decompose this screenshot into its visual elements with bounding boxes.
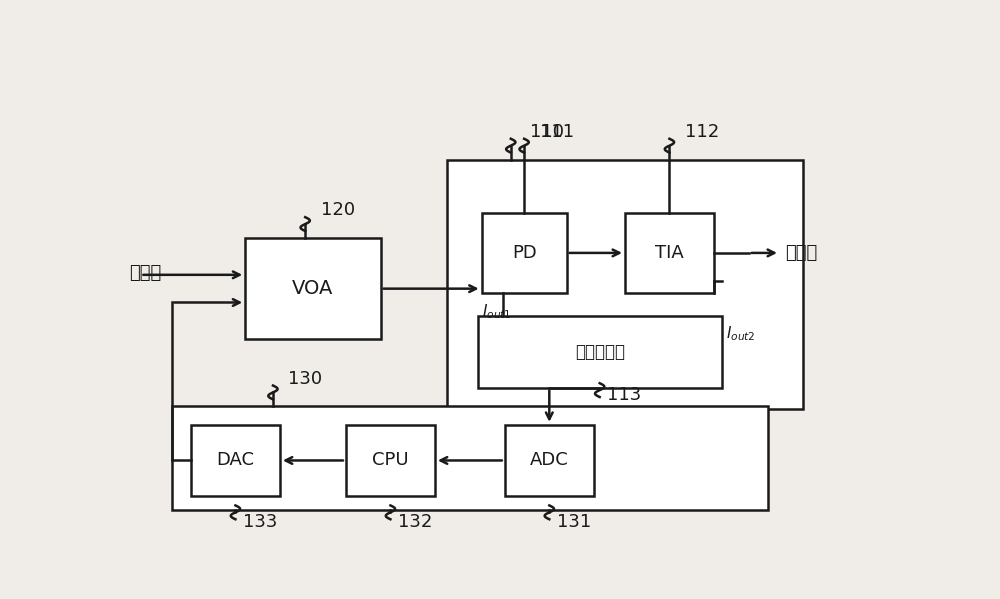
Bar <box>505 425 594 496</box>
Text: 镜像电流源: 镜像电流源 <box>575 343 625 361</box>
Bar <box>482 213 567 294</box>
Bar <box>172 406 768 510</box>
Text: 130: 130 <box>288 370 323 388</box>
Text: 112: 112 <box>685 123 719 141</box>
Bar <box>346 425 435 496</box>
Text: ADC: ADC <box>530 452 569 470</box>
Bar <box>447 159 803 409</box>
Text: 131: 131 <box>557 513 591 531</box>
Text: $I_{out2}$: $I_{out2}$ <box>726 324 755 343</box>
Bar <box>625 213 714 294</box>
Bar <box>478 316 722 388</box>
Text: 电信号: 电信号 <box>785 244 818 262</box>
Text: VOA: VOA <box>292 279 334 298</box>
Text: 111: 111 <box>540 123 574 141</box>
Text: 132: 132 <box>398 513 433 531</box>
Text: 113: 113 <box>607 386 642 404</box>
Bar <box>245 238 381 340</box>
Text: DAC: DAC <box>216 452 254 470</box>
Text: 光信号: 光信号 <box>129 264 161 282</box>
Text: $I_{out1}$: $I_{out1}$ <box>482 302 511 321</box>
Text: CPU: CPU <box>372 452 409 470</box>
Text: 120: 120 <box>321 201 355 219</box>
Bar <box>191 425 280 496</box>
Text: 110: 110 <box>530 123 564 141</box>
Text: PD: PD <box>512 244 536 262</box>
Text: TIA: TIA <box>655 244 684 262</box>
Text: 133: 133 <box>243 513 278 531</box>
